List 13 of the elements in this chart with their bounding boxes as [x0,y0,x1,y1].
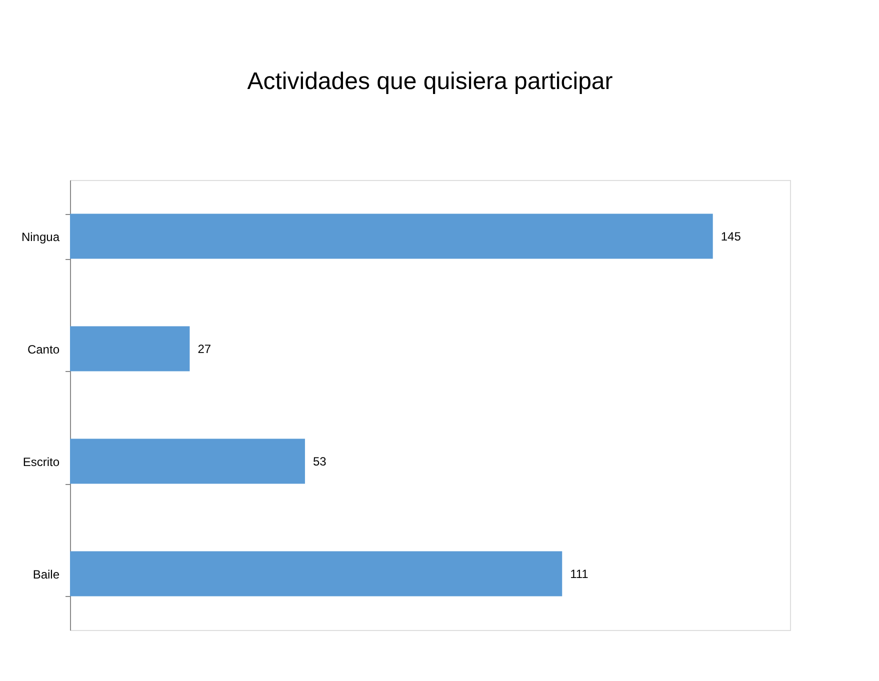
data-label: 111 [570,566,589,581]
data-label: 27 [198,342,212,356]
y-tick-label: Baile [32,567,60,582]
data-label: 145 [720,229,742,244]
y-tick-label: Canto [27,342,60,356]
y-tick-label: Escrito [22,454,60,469]
data-label: 53 [312,454,327,468]
bar [70,326,190,372]
chart-title: Actividades que quisiera participar [247,68,613,95]
bar [70,438,305,484]
bar [70,551,562,596]
y-tick-label: Ningua [21,230,60,244]
bar [70,214,713,259]
